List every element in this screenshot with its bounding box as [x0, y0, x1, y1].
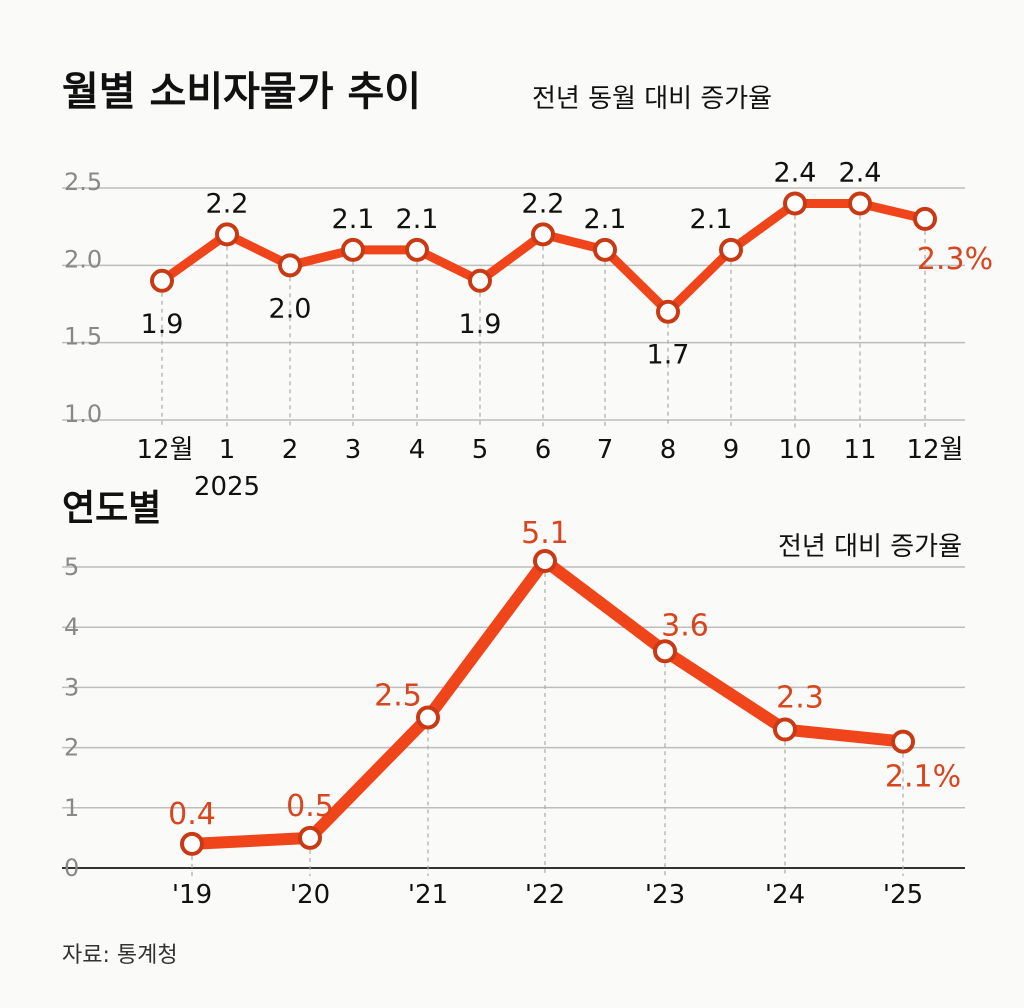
x-tick-label: 9 — [723, 435, 740, 465]
x-tick-label: 3 — [345, 435, 362, 465]
x-tick-label: 5 — [472, 435, 489, 465]
data-label: 2.3 — [776, 681, 824, 716]
data-point — [278, 253, 302, 278]
data-point — [180, 831, 204, 856]
data-point — [773, 717, 797, 742]
x-tick-label: 6 — [535, 435, 552, 465]
data-point — [531, 222, 555, 247]
x-tick-label: 10 — [778, 435, 811, 465]
data-label: 2.2 — [522, 188, 565, 219]
x-tick-label: '25 — [883, 880, 923, 910]
y-tick-label: 1 — [64, 794, 79, 822]
data-point — [593, 237, 617, 262]
data-label: 1.9 — [459, 309, 502, 340]
data-label: 5.1 — [521, 516, 569, 551]
x-tick-label: 11 — [843, 435, 876, 465]
data-point — [468, 268, 492, 293]
data-point — [150, 268, 174, 293]
data-label: 1.9 — [141, 309, 184, 340]
data-label: 0.4 — [168, 797, 216, 832]
data-point — [656, 299, 680, 324]
yearly-chart: 5 4 3 2 1 0 '19 '20 '21 '22 '23 '24 '25 0.4 0.5 2.5 5.1 3… — [62, 516, 965, 910]
data-point — [719, 237, 743, 262]
x-tick-label: 2 — [282, 435, 299, 465]
data-point — [848, 191, 872, 216]
data-point — [653, 639, 677, 664]
data-label: 1.7 — [647, 340, 690, 371]
x-tick-label: '20 — [290, 880, 330, 910]
monthly-chart-title: 월별 소비자물가 추이 — [62, 69, 421, 115]
x-tick-label: 1 — [219, 435, 236, 465]
monthly-chart: 2.5 2.0 1.5 1.0 12월 1 2 3 4 5 6 7 8 9 10 11 12월 1.9 2.2 2.0… — [62, 157, 993, 465]
y-tick-label: 5 — [64, 553, 79, 581]
data-label: 2.2 — [206, 188, 249, 219]
data-point — [298, 825, 322, 850]
data-label: 2.1 — [396, 204, 439, 235]
x-tick-label: '19 — [172, 880, 212, 910]
x-tick-label: '22 — [525, 880, 565, 910]
data-point — [416, 705, 440, 730]
data-label: 0.5 — [286, 789, 334, 824]
x-tick-label: 4 — [409, 435, 426, 465]
data-label: 3.6 — [661, 608, 709, 643]
y-tick-label: 4 — [64, 613, 79, 641]
data-label: 2.0 — [269, 293, 312, 324]
data-label: 2.3% — [917, 242, 993, 277]
data-label: 2.5 — [374, 679, 422, 714]
data-label: 2.1% — [885, 760, 961, 795]
y-tick-label: 1.0 — [64, 400, 102, 428]
data-label: 2.4 — [774, 157, 817, 188]
y-tick-label: 2.0 — [64, 245, 102, 273]
y-tick-label: 1.5 — [64, 323, 102, 351]
data-point — [783, 191, 807, 216]
year-2025-label: 2025 — [194, 472, 260, 502]
data-label: 2.1 — [584, 204, 627, 235]
x-tick-label: '24 — [765, 880, 805, 910]
data-point — [215, 222, 239, 247]
x-tick-label: 7 — [597, 435, 614, 465]
source-note: 자료: 통계청 — [62, 943, 178, 968]
x-tick-label: 12월 — [906, 435, 963, 465]
data-label: 2.1 — [690, 204, 733, 235]
y-tick-label: 2.5 — [64, 168, 102, 196]
x-tick-label: 12월 — [136, 435, 193, 465]
x-tick-label: '23 — [645, 880, 685, 910]
y-tick-label: 0 — [64, 854, 79, 882]
data-label: 2.4 — [839, 157, 882, 188]
data-point — [891, 729, 915, 754]
y-tick-label: 2 — [64, 734, 79, 762]
data-point — [341, 237, 365, 262]
y-tick-label: 3 — [64, 673, 79, 701]
monthly-chart-subtitle: 전년 동월 대비 증가율 — [532, 84, 772, 114]
data-point — [405, 237, 429, 262]
yearly-chart-subtitle: 전년 대비 증가율 — [778, 532, 962, 562]
data-label: 2.1 — [332, 204, 375, 235]
yearly-chart-title: 연도별 — [62, 488, 161, 529]
x-tick-label: '21 — [408, 880, 448, 910]
data-point — [913, 206, 937, 231]
x-tick-label: 8 — [660, 435, 677, 465]
data-point — [533, 548, 557, 573]
